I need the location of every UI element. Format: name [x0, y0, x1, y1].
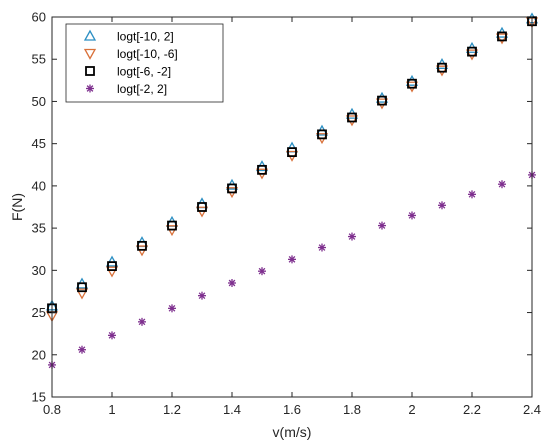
- legend-item: logt[-6, -2]: [85, 65, 171, 79]
- data-point: [78, 345, 86, 354]
- data-point: [375, 98, 389, 110]
- data-point: [138, 317, 146, 326]
- y-axis: 15 20 25 30 35 40 45 50 55 60: [32, 10, 532, 405]
- data-point: [287, 147, 297, 158]
- data-point: [77, 282, 87, 293]
- x-tick-label: 2.4: [523, 402, 541, 417]
- data-point: [467, 46, 477, 57]
- data-point: [497, 31, 507, 42]
- y-tick-label: 25: [32, 305, 46, 320]
- data-point: [495, 33, 509, 45]
- y-tick-label: 30: [32, 263, 46, 278]
- data-point: [105, 266, 119, 278]
- x-axis: 0.8 1 1.2 1.4 1.6 1.8 2 2.2 2.4: [43, 17, 541, 417]
- data-point: [377, 95, 387, 106]
- data-point: [435, 65, 449, 77]
- data-point: [407, 78, 417, 89]
- data-point: [348, 232, 356, 241]
- legend-marker: [83, 48, 97, 60]
- data-point: [345, 115, 359, 127]
- data-point: [288, 255, 296, 264]
- x-tick-label: 1.4: [223, 402, 241, 417]
- legend-label: logt[-6, -2]: [117, 65, 171, 79]
- data-point: [75, 288, 89, 300]
- y-tick-label: 45: [32, 136, 46, 151]
- x-tick-label: 0.8: [43, 402, 61, 417]
- data-point: [257, 164, 267, 175]
- legend-marker: [85, 66, 95, 76]
- data-point: [108, 331, 116, 340]
- data-point: [438, 201, 446, 210]
- x-axis-label: v(m/s): [273, 424, 312, 440]
- data-point: [258, 267, 266, 276]
- x-tick-label: 1.8: [343, 402, 361, 417]
- y-tick-label: 15: [32, 390, 46, 405]
- legend-item: logt[-10, -6]: [83, 47, 178, 61]
- legend-marker: [83, 29, 97, 41]
- data-point: [498, 180, 506, 189]
- legend-label: logt[-10, 2]: [117, 30, 174, 44]
- x-tick-label: 1: [108, 402, 115, 417]
- legend: logt[-10, 2] logt[-10, -6] logt[-6, -2] log…: [65, 23, 224, 103]
- y-tick-label: 60: [32, 10, 46, 25]
- data-point: [437, 62, 447, 73]
- data-point: [405, 81, 419, 93]
- data-point: [317, 129, 327, 140]
- legend-label: logt[-2, 2]: [117, 82, 167, 96]
- y-tick-label: 20: [32, 347, 46, 362]
- x-tick-label: 2: [408, 402, 415, 417]
- x-tick-label: 2.2: [463, 402, 481, 417]
- legend-item: logt[-10, 2]: [83, 29, 174, 44]
- y-axis-label: F(N): [9, 193, 25, 221]
- y-tick-label: 35: [32, 221, 46, 236]
- y-tick-label: 50: [32, 94, 46, 109]
- data-point: [227, 183, 237, 194]
- data-point: [378, 221, 386, 230]
- data-marks: [45, 12, 539, 369]
- data-point: [375, 91, 389, 103]
- data-point: [107, 261, 117, 272]
- data-point: [468, 190, 476, 199]
- legend-item: logt[-2, 2]: [86, 82, 167, 96]
- data-point: [465, 49, 479, 61]
- data-point: [197, 202, 207, 212]
- data-point: [198, 291, 206, 300]
- data-point: [137, 240, 147, 251]
- data-point: [167, 220, 177, 231]
- data-point: [347, 112, 357, 123]
- legend-marker: [86, 84, 94, 93]
- y-tick-label: 40: [32, 178, 46, 193]
- data-point: [168, 304, 176, 313]
- x-tick-label: 1.2: [163, 402, 181, 417]
- data-point: [228, 279, 236, 287]
- data-point: [408, 211, 416, 220]
- x-tick-label: 1.6: [283, 402, 301, 417]
- data-point: [318, 243, 326, 252]
- y-tick-label: 55: [32, 52, 46, 67]
- legend-label: logt[-10, -6]: [117, 47, 178, 61]
- data-point: [405, 74, 419, 86]
